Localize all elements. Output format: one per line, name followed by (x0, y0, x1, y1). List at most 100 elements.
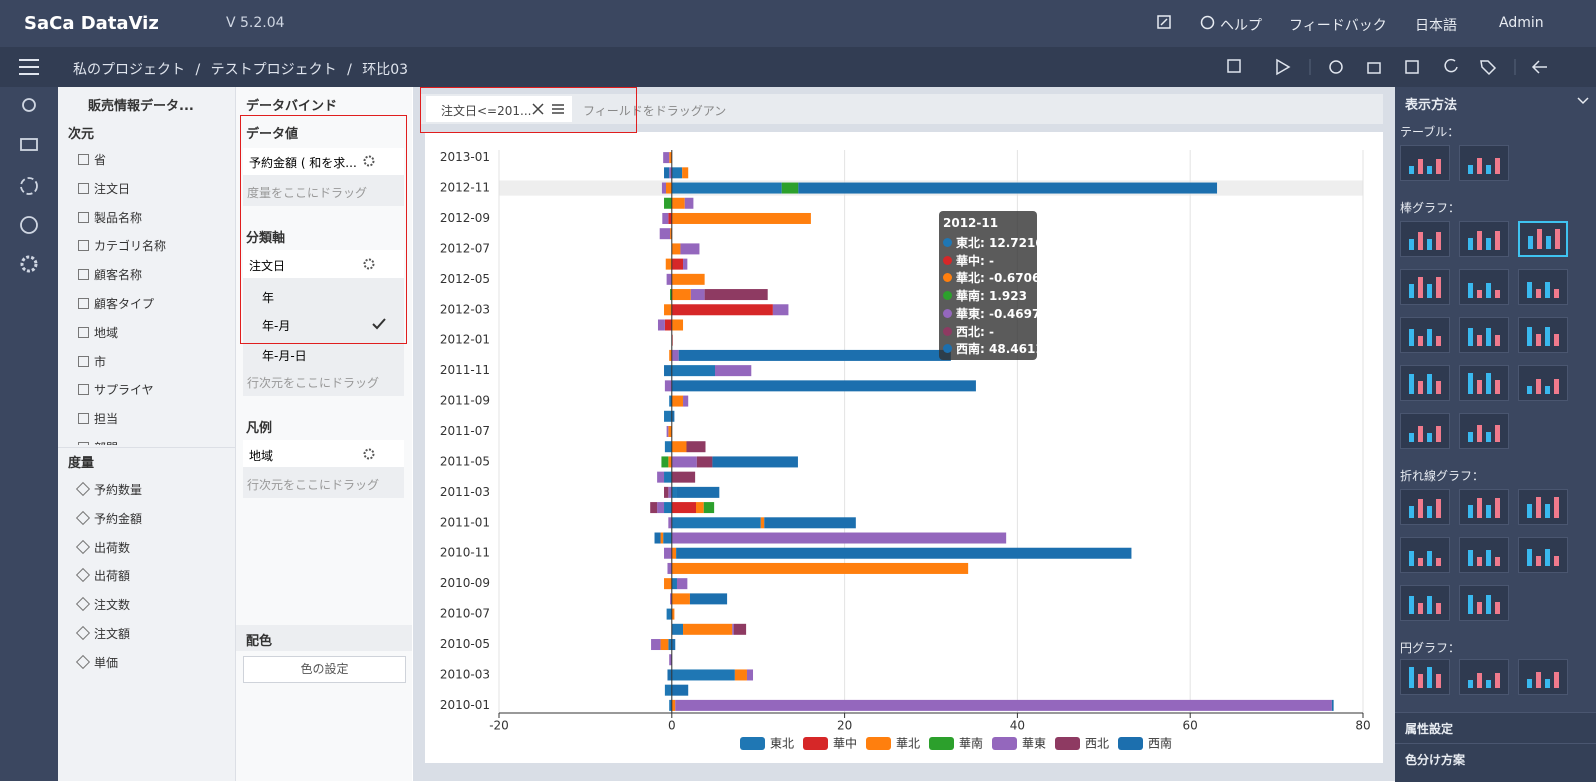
dimension-item[interactable]: 顧客名称 (78, 266, 142, 283)
user-menu[interactable]: Admin (1499, 15, 1544, 31)
chart-type-thumb[interactable] (1400, 145, 1450, 181)
chart-type-thumb[interactable] (1400, 585, 1450, 621)
dimension-item[interactable]: カテゴリ名称 (78, 237, 166, 254)
undo-icon[interactable] (1444, 58, 1458, 73)
tag-icon[interactable] (1480, 60, 1497, 76)
value-drop[interactable]: 度量をここにドラッグ (243, 175, 404, 206)
measure-item[interactable]: 注文額 (75, 625, 130, 642)
chart-type-thumb[interactable] (1518, 659, 1568, 695)
axis-field[interactable]: 注文日 (243, 250, 404, 278)
dimension-item[interactable]: サプライヤ (78, 381, 154, 398)
chart-type-thumb[interactable] (1518, 317, 1568, 353)
chart-type-thumb[interactable] (1459, 365, 1509, 401)
bar (671, 623, 684, 635)
legend-drop[interactable]: 行次元をここにドラッグ (243, 467, 404, 498)
settings-icon[interactable] (20, 255, 38, 273)
chart-type-thumb[interactable] (1400, 221, 1450, 257)
chart-type-thumb[interactable] (1459, 145, 1509, 181)
chart-type-thumb[interactable] (1459, 489, 1509, 525)
thumb-shape (1468, 165, 1473, 174)
chart-type-thumb[interactable] (1459, 317, 1509, 353)
measure-item[interactable]: 単価 (75, 654, 118, 671)
color-button[interactable]: 色の設定 (243, 656, 406, 683)
chart-type-thumb[interactable] (1459, 659, 1509, 695)
chart-type-thumb[interactable] (1400, 413, 1450, 449)
thumb-shape (1468, 595, 1473, 614)
image-icon[interactable] (1405, 60, 1419, 74)
logo[interactable]: SaCa DataViz (24, 13, 159, 34)
measure-item[interactable]: 出荷額 (75, 567, 130, 584)
crumb[interactable]: テストプロジェクト (210, 62, 337, 78)
chart-type-thumb[interactable] (1518, 537, 1568, 573)
field-icon (75, 481, 91, 497)
user-icon[interactable] (22, 98, 36, 112)
axis-option[interactable]: 年 (262, 291, 275, 305)
legend-field[interactable]: 地域 (243, 440, 404, 467)
chart-type-thumb[interactable] (1518, 489, 1568, 525)
chart-type-thumb[interactable] (1459, 413, 1509, 449)
chart-type-thumb[interactable] (1400, 365, 1450, 401)
print-icon[interactable] (1367, 62, 1381, 74)
chart-type-thumb[interactable] (1400, 269, 1450, 305)
tooltip-dot (943, 255, 952, 265)
crumb[interactable]: 私のプロジェクト (73, 62, 185, 78)
tooltip-value: - (989, 253, 994, 268)
measure-item[interactable]: 注文数 (75, 596, 130, 613)
cycle-icon[interactable] (20, 177, 38, 195)
value-field[interactable]: 予約金額 ( 和を求... (243, 148, 404, 175)
chart-type-thumb[interactable] (1518, 365, 1568, 401)
back-icon[interactable] (1531, 60, 1547, 74)
attributes-header[interactable]: 属性設定 (1395, 712, 1596, 743)
gear-icon[interactable] (362, 154, 376, 168)
run-icon[interactable] (1276, 58, 1291, 76)
bar (671, 289, 691, 301)
axis-option[interactable]: 年-月 (262, 319, 291, 333)
help-icon[interactable] (1200, 15, 1215, 30)
language-menu[interactable]: 日本語 (1415, 18, 1457, 34)
play-icon[interactable] (20, 216, 38, 234)
dimension-item[interactable]: 市 (78, 353, 106, 370)
tooltip-dot (943, 326, 952, 336)
gear-icon[interactable] (362, 257, 376, 271)
chip-icons[interactable] (532, 103, 568, 115)
bar (650, 502, 658, 514)
dimension-item[interactable]: 担当 (78, 410, 118, 427)
axis-option[interactable]: 年-月-日 (262, 349, 307, 363)
history-icon[interactable] (1329, 60, 1343, 74)
dimension-item[interactable]: 製品名称 (78, 209, 142, 226)
chart-type-thumb[interactable] (1400, 537, 1450, 573)
chart-type-thumb[interactable] (1400, 489, 1450, 525)
measure-item[interactable]: 予約数量 (75, 481, 142, 498)
chart-type-thumb[interactable] (1459, 221, 1509, 257)
color-scheme-header[interactable]: 色分け方案 (1395, 743, 1596, 782)
chart-type-thumb[interactable] (1518, 221, 1568, 257)
screen-icon[interactable] (20, 138, 38, 151)
dimension-item[interactable]: 部門 (78, 439, 118, 445)
highlight-box (420, 87, 637, 133)
save-icon[interactable] (1227, 59, 1241, 73)
filter-chip[interactable]: 注文日<=201... (426, 96, 572, 122)
dataset-name[interactable]: 販売情報データ... (88, 99, 194, 114)
dimension-item[interactable]: 注文日 (78, 180, 130, 197)
gear-icon[interactable] (362, 447, 376, 461)
chart-type-thumb[interactable] (1400, 317, 1450, 353)
bar (671, 365, 715, 377)
thumb-shape (1527, 549, 1532, 566)
chart-type-thumb[interactable] (1459, 585, 1509, 621)
feedback-link[interactable]: フィードバック (1289, 18, 1387, 34)
measure-item[interactable]: 出荷数 (75, 539, 130, 556)
dimension-item[interactable]: 地域 (78, 324, 118, 341)
chart-type-thumb[interactable] (1459, 537, 1509, 573)
help-link[interactable]: ヘルプ (1220, 18, 1262, 34)
chart-type-thumb[interactable] (1518, 269, 1568, 305)
chart-type-thumb[interactable] (1400, 659, 1450, 695)
tooltip-row: 華南: 1.923 (943, 287, 1027, 304)
edit-icon[interactable] (1157, 15, 1171, 29)
collapse-icon[interactable] (1577, 97, 1589, 105)
dimension-item[interactable]: 省 (78, 151, 106, 168)
chart-type-thumb[interactable] (1459, 269, 1509, 305)
measure-item[interactable]: 予約金額 (75, 510, 142, 527)
thumb-shape (1545, 282, 1550, 298)
menu-icon[interactable] (19, 58, 39, 76)
dimension-item[interactable]: 顧客タイプ (78, 295, 154, 312)
